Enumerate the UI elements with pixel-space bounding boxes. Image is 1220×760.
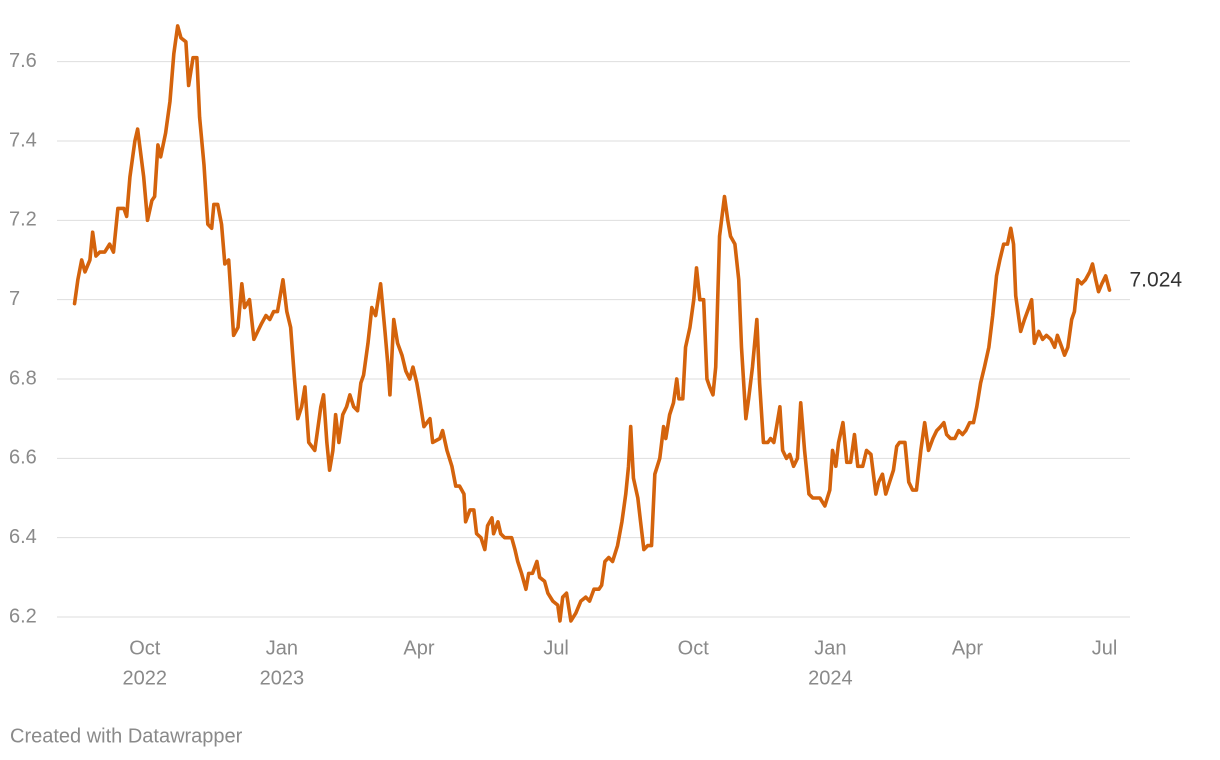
credit: Created with Datawrapper [10, 725, 243, 747]
y-tick-label: 6.2 [9, 605, 37, 627]
x-tick-year: 2024 [808, 667, 853, 689]
x-tick-label: Oct [678, 637, 710, 659]
x-tick-year: 2023 [260, 667, 305, 689]
line [72, 24, 1112, 623]
x-tick-label: Apr [403, 637, 434, 659]
x-tick-year: 2022 [123, 667, 168, 689]
x-tick-label: Oct [129, 637, 161, 659]
y-tick-label: 6.8 [9, 367, 37, 389]
end-value-label: 7.024 [1130, 269, 1183, 292]
y-tick-label: 7.6 [9, 50, 37, 72]
y-tick-label: 7.2 [9, 209, 37, 231]
y-tick-label: 6.4 [9, 526, 37, 548]
y-tick-label: 6.6 [9, 447, 37, 469]
x-tick-label: Jul [1092, 637, 1118, 659]
x-tick-label: Jul [543, 637, 569, 659]
y-tick-label: 7 [9, 288, 20, 310]
x-tick-label: Jan [814, 637, 846, 659]
x-tick-label: Apr [952, 637, 983, 659]
x-tick-label: Jan [266, 637, 298, 659]
y-tick-label: 7.4 [9, 129, 37, 151]
